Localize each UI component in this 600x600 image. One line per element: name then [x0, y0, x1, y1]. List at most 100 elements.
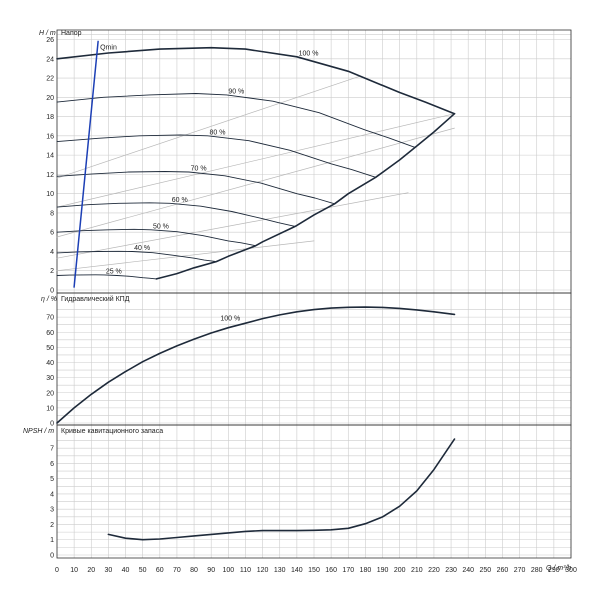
speed-curve [56, 202, 296, 227]
x-tick-label: 30 [105, 567, 113, 574]
speed-curve-label: 50 % [153, 223, 169, 230]
x-tick-label: 240 [462, 567, 474, 574]
speed-curve [56, 93, 416, 148]
speed-curve-label: 80 % [209, 129, 225, 136]
y-tick-label-eff: 0 [50, 421, 54, 428]
speed-curve-label: 25 % [106, 268, 122, 275]
y-tick-label-npsh: 1 [50, 537, 54, 544]
speed-curve [56, 46, 456, 115]
qmin-label: Qmin [100, 44, 117, 51]
speed-curve-label: 90 % [228, 88, 244, 95]
x-tick-label: 300 [565, 567, 577, 574]
x-tick-label: 210 [411, 567, 423, 574]
y-tick-label-head: 8 [50, 210, 54, 217]
speed-curve [56, 228, 257, 247]
y-tick-label-head: 22 [46, 76, 54, 83]
panel-frame-npsh [56, 424, 572, 559]
y-tick-label-head: 24 [46, 56, 54, 63]
y-tick-label-head: 2 [50, 268, 54, 275]
x-tick-label: 260 [497, 567, 509, 574]
x-tick-label: 110 [240, 567, 251, 574]
eff-panel-ylabel: η / % [41, 296, 57, 303]
x-tick-label: 200 [394, 567, 406, 574]
y-tick-label-head: 0 [50, 288, 54, 295]
y-tick-label-head: 12 [46, 172, 54, 179]
efficiency-iso-line [56, 75, 361, 179]
speed-curve [56, 250, 217, 263]
y-tick-label-eff: 60 [46, 330, 54, 337]
y-tick-label-head: 14 [46, 153, 54, 160]
y-tick-label-npsh: 4 [50, 491, 54, 498]
head-panel-title: Напор [61, 30, 82, 37]
speed-curve-label: 40 % [134, 245, 150, 252]
x-tick-label: 130 [274, 567, 286, 574]
speed-curve [56, 274, 157, 280]
y-tick-label-head: 18 [46, 114, 54, 121]
x-tick-label: 270 [514, 567, 526, 574]
npsh-panel-ylabel: NPSH / m [23, 428, 54, 435]
npsh-curve [107, 438, 456, 541]
efficiency-iso-line [56, 240, 315, 272]
x-tick-label: 150 [308, 567, 320, 574]
speed-curve-label: 100 % [299, 50, 319, 57]
y-tick-label-eff: 70 [46, 315, 54, 322]
y-tick-label-npsh: 6 [50, 461, 54, 468]
x-tick-label: 220 [428, 567, 440, 574]
efficiency-curve [56, 306, 456, 424]
x-tick-label: 10 [70, 567, 78, 574]
x-tick-label: 120 [257, 567, 269, 574]
y-tick-label-npsh: 0 [50, 553, 54, 560]
x-axis-label: Q / m³/h [546, 565, 571, 572]
x-tick-label: 280 [531, 567, 543, 574]
y-tick-label-eff: 40 [46, 360, 54, 367]
qmin-line [73, 40, 99, 288]
panel-frames [56, 29, 572, 559]
y-tick-label-npsh: 5 [50, 476, 54, 483]
x-tick-label: 40 [122, 567, 130, 574]
curves: 100 % 90 % 80 % 70 % 60 % 50 % 40 % 25 % Qmin 100… [56, 40, 456, 541]
speed-curve [56, 171, 336, 205]
x-tick-label: 140 [291, 567, 303, 574]
y-tick-label-eff: 10 [46, 405, 54, 412]
grid [56, 30, 572, 558]
speed-curve [56, 134, 377, 178]
y-tick-label-npsh: 7 [50, 446, 54, 453]
x-tick-label: 290 [548, 567, 560, 574]
y-tick-label-head: 26 [46, 37, 54, 44]
x-tick-label: 90 [207, 567, 215, 574]
speed-curve-label: 60 % [172, 197, 188, 204]
x-tick-label: 20 [87, 567, 95, 574]
x-tick-label: 60 [156, 567, 164, 574]
y-tick-label-npsh: 3 [50, 507, 54, 514]
y-tick-label-head: 20 [46, 95, 54, 102]
efficiency-iso-line [56, 192, 409, 259]
y-tick-label-head: 6 [50, 230, 54, 237]
x-tick-label: 80 [190, 567, 198, 574]
x-tick-label: 250 [479, 567, 491, 574]
y-tick-label-eff: 50 [46, 345, 54, 352]
x-tick-label: 50 [139, 567, 147, 574]
x-tick-label: 190 [377, 567, 389, 574]
y-tick-label-eff: 20 [46, 390, 54, 397]
x-tick-label: 70 [173, 567, 181, 574]
head-panel-ylabel: H / m [39, 30, 56, 37]
x-tick-label: 230 [445, 567, 457, 574]
x-tick-label: 0 [55, 567, 59, 574]
x-tick-label: 160 [325, 567, 337, 574]
npsh-panel-title: Кривые кавитационного запаса [61, 428, 163, 435]
envelope-curve [155, 112, 456, 280]
eff-panel-title: Гидравлический КПД [61, 295, 130, 303]
y-tick-label-npsh: 2 [50, 522, 54, 529]
y-tick-label-head: 10 [46, 191, 54, 198]
y-tick-label-head: 16 [46, 133, 54, 140]
x-tick-label: 180 [360, 567, 372, 574]
x-tick-label: 170 [342, 567, 354, 574]
x-tick-label: 100 [222, 567, 234, 574]
efficiency-iso-line [56, 113, 455, 208]
efficiency-iso-line [56, 127, 455, 238]
efficiency-curve-label: 100 % [220, 316, 240, 323]
y-tick-label-eff: 30 [46, 375, 54, 382]
speed-curve-label: 70 % [191, 165, 207, 172]
y-tick-label-head: 4 [50, 249, 54, 256]
